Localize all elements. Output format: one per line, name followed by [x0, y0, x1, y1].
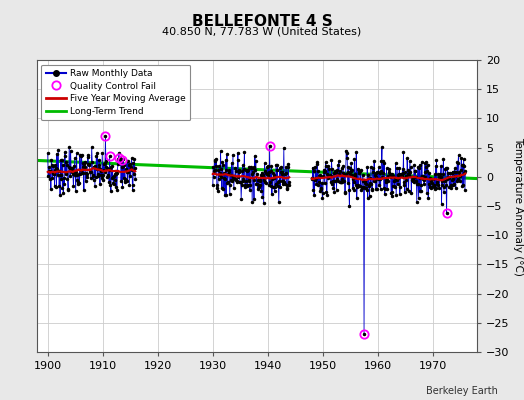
Text: Berkeley Earth: Berkeley Earth [426, 386, 498, 396]
Legend: Raw Monthly Data, Quality Control Fail, Five Year Moving Average, Long-Term Tren: Raw Monthly Data, Quality Control Fail, … [41, 64, 190, 120]
Y-axis label: Temperature Anomaly (°C): Temperature Anomaly (°C) [513, 136, 523, 276]
Text: 40.850 N, 77.783 W (United States): 40.850 N, 77.783 W (United States) [162, 26, 362, 36]
Text: BELLEFONTE 4 S: BELLEFONTE 4 S [192, 14, 332, 29]
